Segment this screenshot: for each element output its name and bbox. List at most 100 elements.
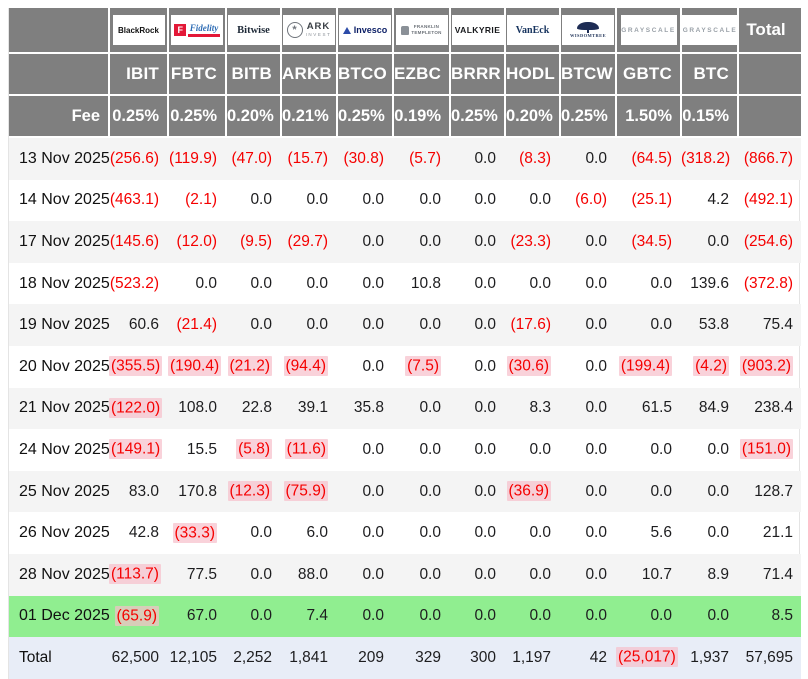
provider-logo-IBIT: BlackRock: [109, 8, 169, 54]
flow-cell-BITB: (47.0): [231, 149, 273, 167]
ark-circle-icon: *: [286, 22, 303, 38]
flow-cell-FBTC: (119.9): [169, 149, 217, 167]
flow-cell-EZBC: 0.0: [419, 399, 441, 417]
flow-cell-ARKB: (94.4): [283, 356, 328, 377]
table-row: 19 Nov 2025 60.6 (21.4) 0.0 0.0 0.0 0.0 0.0 (17.…: [9, 304, 801, 346]
bitwise-logo: Bitwise: [237, 24, 270, 36]
flow-cell-BTC: 0.0: [707, 607, 729, 625]
provider-logo-BTC: GRAYSCALE: [681, 8, 739, 54]
row-total-cell: 238.4: [754, 399, 793, 417]
flow-cell-BTC: (318.2): [681, 149, 731, 167]
ticker-IBIT: IBIT: [109, 53, 169, 96]
flow-cell-GBTC: 10.7: [641, 565, 672, 583]
fee-BTCW: 0.25%: [560, 95, 617, 138]
ticker-row-spacer: [9, 53, 110, 96]
flow-cell-ARKB: 0.0: [306, 274, 328, 292]
flow-cell-BITB: 0.0: [250, 607, 272, 625]
provider-logo-EZBC: FRANKLIN TEMPLETON: [393, 8, 451, 54]
flow-cell-FBTC: 108.0: [178, 399, 217, 417]
flow-cell-IBIT: (523.2): [109, 274, 159, 292]
flow-cell-IBIT: 83.0: [128, 482, 159, 500]
flow-cell-IBIT: (463.1): [109, 191, 159, 209]
flow-cell-GBTC: 0.0: [650, 482, 672, 500]
flow-cell-FBTC: (12.0): [176, 232, 218, 250]
total-cell-BTCO: 209: [358, 648, 384, 666]
flow-cell-BTC: 0.0: [707, 482, 729, 500]
flow-cell-ARKB: 0.0: [306, 191, 328, 209]
flow-cell-GBTC: 5.6: [650, 524, 672, 542]
flow-cell-BRRR: 0.0: [474, 565, 496, 583]
date-cell: 21 Nov 2025: [19, 399, 110, 417]
flow-cell-FBTC: 67.0: [186, 607, 217, 625]
flow-cell-EZBC: 0.0: [419, 524, 441, 542]
flow-cell-BTC: 0.0: [707, 440, 729, 458]
flow-cell-BTCO: 35.8: [353, 399, 384, 417]
flow-cell-ARKB: 7.4: [306, 607, 328, 625]
flow-cell-IBIT: 42.8: [128, 524, 159, 542]
flow-cell-ARKB: 39.1: [297, 399, 328, 417]
wisdomtree-logo: WISDOMTREE: [570, 21, 606, 39]
flow-cell-BTCW: 0.0: [585, 399, 607, 417]
flow-cell-EZBC: 0.0: [419, 440, 441, 458]
provider-logo-BTCO: Invesco: [337, 8, 394, 54]
ticker-BTCW: BTCW: [560, 53, 617, 96]
flow-cell-BTCO: 0.0: [362, 316, 384, 334]
flow-cell-BITB: (9.5): [240, 232, 272, 250]
ark-invest-logo: * ARK INVEST: [286, 21, 332, 38]
fee-ARKB: 0.21%: [281, 95, 338, 138]
flow-cell-BTC: 0.0: [707, 524, 729, 542]
flow-cell-BTCW: 0.0: [585, 440, 607, 458]
date-cell: 28 Nov 2025: [19, 565, 110, 583]
total-cell-BRRR: 300: [470, 648, 496, 666]
flow-cell-BTCO: 0.0: [362, 524, 384, 542]
date-cell: 17 Nov 2025: [19, 232, 110, 250]
flow-cell-BTCO: 0.0: [362, 274, 384, 292]
flow-cell-BRRR: 0.0: [474, 399, 496, 417]
flow-cell-EZBC: 0.0: [419, 316, 441, 334]
date-cell: 01 Dec 2025: [19, 607, 110, 625]
fee-IBIT: 0.25%: [109, 95, 169, 138]
ticker-HODL: HODL: [505, 53, 561, 96]
flow-cell-BTCO: 0.0: [362, 565, 384, 583]
flow-cell-BTCO: 0.0: [362, 232, 384, 250]
total-column-header: Total: [738, 8, 801, 54]
flow-cell-ARKB: 6.0: [306, 524, 328, 542]
provider-logo-HODL: VanEck: [505, 8, 561, 54]
flow-cell-IBIT: (256.6): [109, 149, 159, 167]
flow-cell-BITB: (5.8): [236, 439, 272, 460]
flow-cell-HODL: (36.9): [506, 481, 551, 502]
flow-cell-EZBC: 0.0: [419, 565, 441, 583]
flow-cell-BTCO: 0.0: [362, 607, 384, 625]
wisdomtree-tree-icon: [576, 21, 599, 30]
flow-cell-BTCW: 0.0: [585, 274, 607, 292]
flow-cell-BRRR: 0.0: [474, 149, 496, 167]
provider-logo-BITB: Bitwise: [226, 8, 282, 54]
flow-cell-GBTC: (34.5): [631, 232, 673, 250]
date-cell: 19 Nov 2025: [19, 316, 110, 334]
flow-cell-HODL: 0.0: [529, 440, 551, 458]
date-cell: 24 Nov 2025: [19, 440, 110, 458]
flow-cell-GBTC: 0.0: [650, 440, 672, 458]
table-row: 18 Nov 2025 (523.2) 0.0 0.0 0.0 0.0 10.8 0.0 0.0…: [9, 263, 801, 305]
etf-flow-table-wrapper: BlackRock F Fidelity INVESTMENTS Bitwise * ARK…: [8, 8, 801, 679]
row-total-cell: 75.4: [762, 316, 793, 334]
flow-cell-GBTC: 0.0: [650, 316, 672, 334]
flow-cell-BTCW: 0.0: [585, 565, 607, 583]
ticker-EZBC: EZBC: [393, 53, 451, 96]
flow-cell-ARKB: (29.7): [287, 232, 329, 250]
table-row: 20 Nov 2025 (355.5) (190.4) (21.2) (94.4) 0.0…: [9, 346, 801, 388]
flow-cell-BITB: 0.0: [250, 524, 272, 542]
total-row-label: Total: [19, 648, 52, 666]
flow-cell-BTCO: 0.0: [362, 440, 384, 458]
flow-cell-ARKB: 88.0: [297, 565, 328, 583]
flow-cell-BTCW: 0.0: [585, 357, 607, 375]
row-total-cell: 128.7: [754, 482, 793, 500]
total-cell-ARKB: 1,841: [289, 648, 328, 666]
flow-cell-BTCW: 0.0: [585, 316, 607, 334]
row-total-cell: (372.8): [743, 274, 793, 292]
flow-cell-BTCW: (6.0): [575, 191, 607, 209]
flow-cell-FBTC: 170.8: [178, 482, 217, 500]
flow-cell-HODL: 0.0: [529, 274, 551, 292]
flow-cell-BTCW: 0.0: [585, 607, 607, 625]
flow-cell-EZBC: (5.7): [409, 149, 441, 167]
